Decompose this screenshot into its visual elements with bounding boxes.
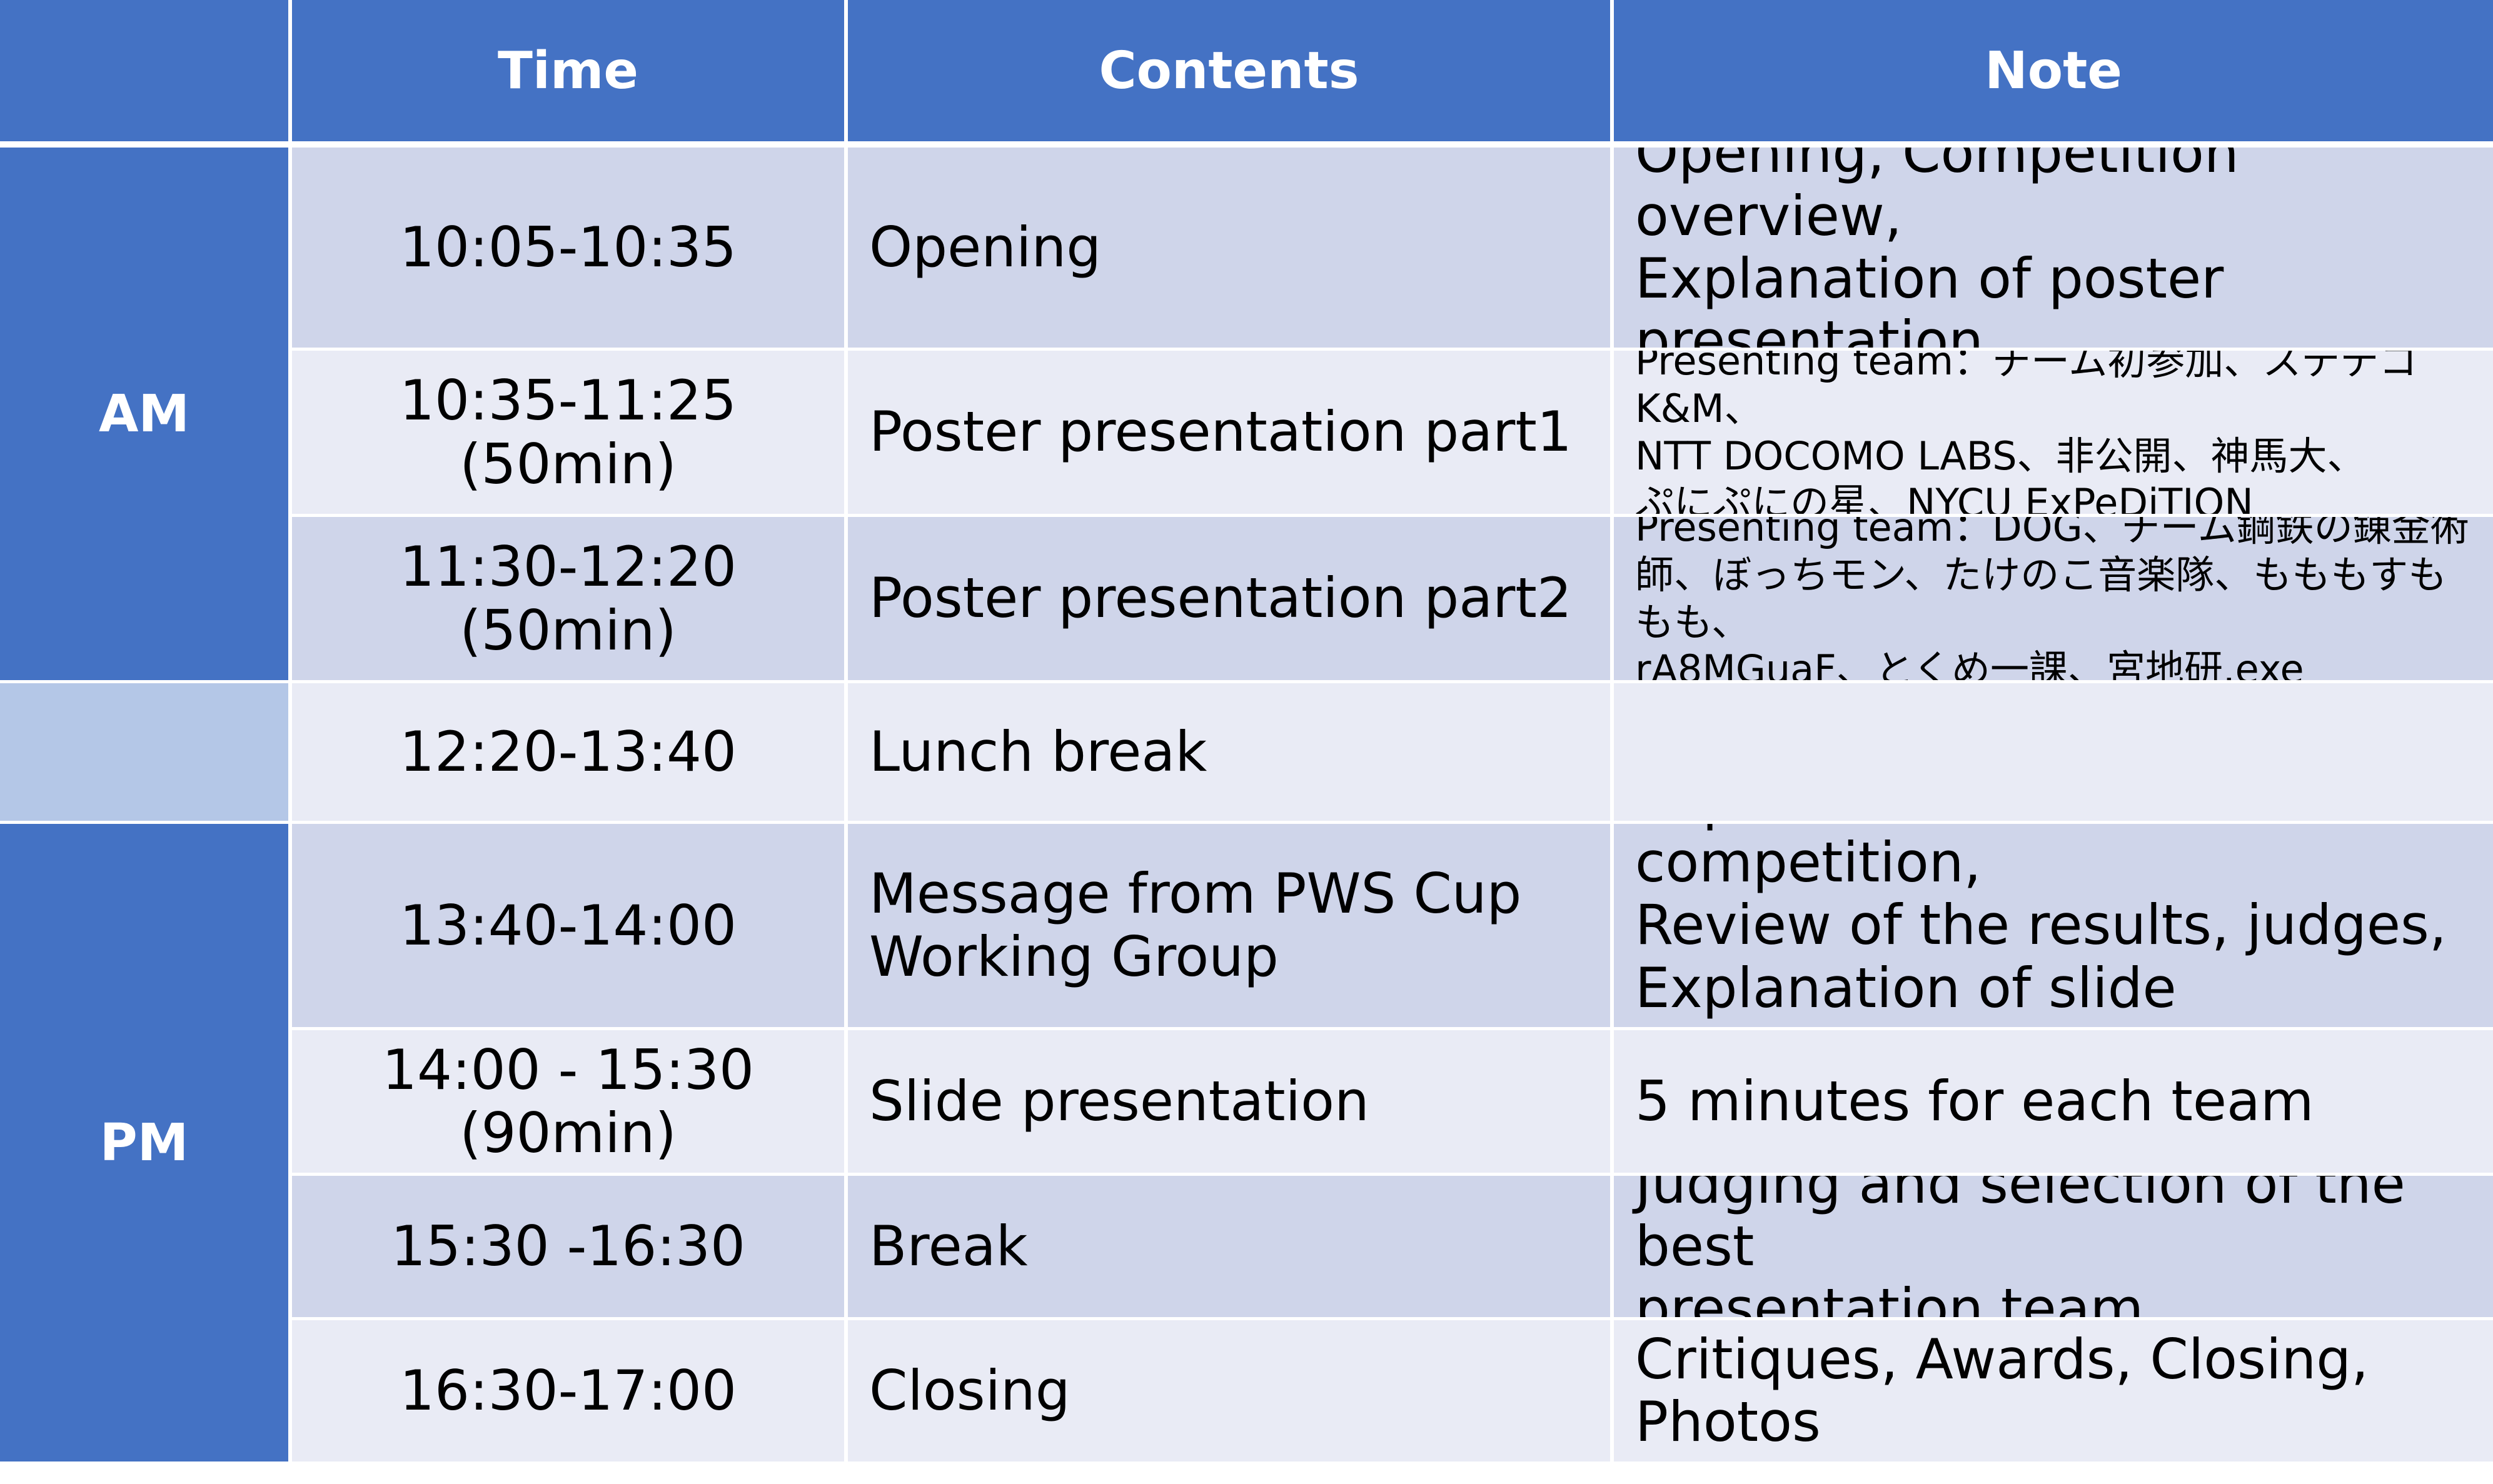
note-cell: Presenting team：チーム初参加、ステテコK&M、 NTT DOCO… [1614,351,2493,514]
header-note: Note [1614,0,2493,141]
contents-cell: Opening [848,148,1610,348]
contents-cell: Message from PWS Cup Working Group [848,824,1610,1027]
time-cell: 12:20-13:40 [292,683,844,821]
time-cell: 11:30-12:20 (50min) [292,517,844,680]
time-cell: 16:30-17:00 [292,1320,844,1461]
contents-cell: Poster presentation part1 [848,351,1610,514]
note-cell: Critiques, Awards, Closing, Photos [1614,1320,2493,1461]
header-period-cell [0,0,288,141]
note-cell: 5 minutes for each team [1614,1030,2493,1173]
contents-cell: Closing [848,1320,1610,1461]
note-cell: Opening, Competition overview, Explanati… [1614,148,2493,348]
note-cell: Judging and selection of the best presen… [1614,1176,2493,1317]
contents-cell: Slide presentation [848,1030,1610,1173]
note-cell: Presenting team：DOG、チーム鋼鉄の錬金術 師、ぼっちモン、たけ… [1614,517,2493,680]
contents-cell: Poster presentation part2 [848,517,1610,680]
time-cell: 10:35-11:25 (50min) [292,351,844,514]
time-cell: 10:05-10:35 [292,148,844,348]
time-cell: 14:00 - 15:30 (90min) [292,1030,844,1173]
note-cell: Explanation of the competition, Review o… [1614,824,2493,1027]
period-lunch [0,683,288,821]
note-cell [1614,683,2493,821]
header-time: Time [292,0,844,141]
contents-cell: Lunch break [848,683,1610,821]
time-cell: 15:30 -16:30 [292,1176,844,1317]
time-cell: 13:40-14:00 [292,824,844,1027]
period-am: AM [0,148,288,680]
period-pm: PM [0,824,288,1461]
header-contents: Contents [848,0,1610,141]
contents-cell: Break [848,1176,1610,1317]
